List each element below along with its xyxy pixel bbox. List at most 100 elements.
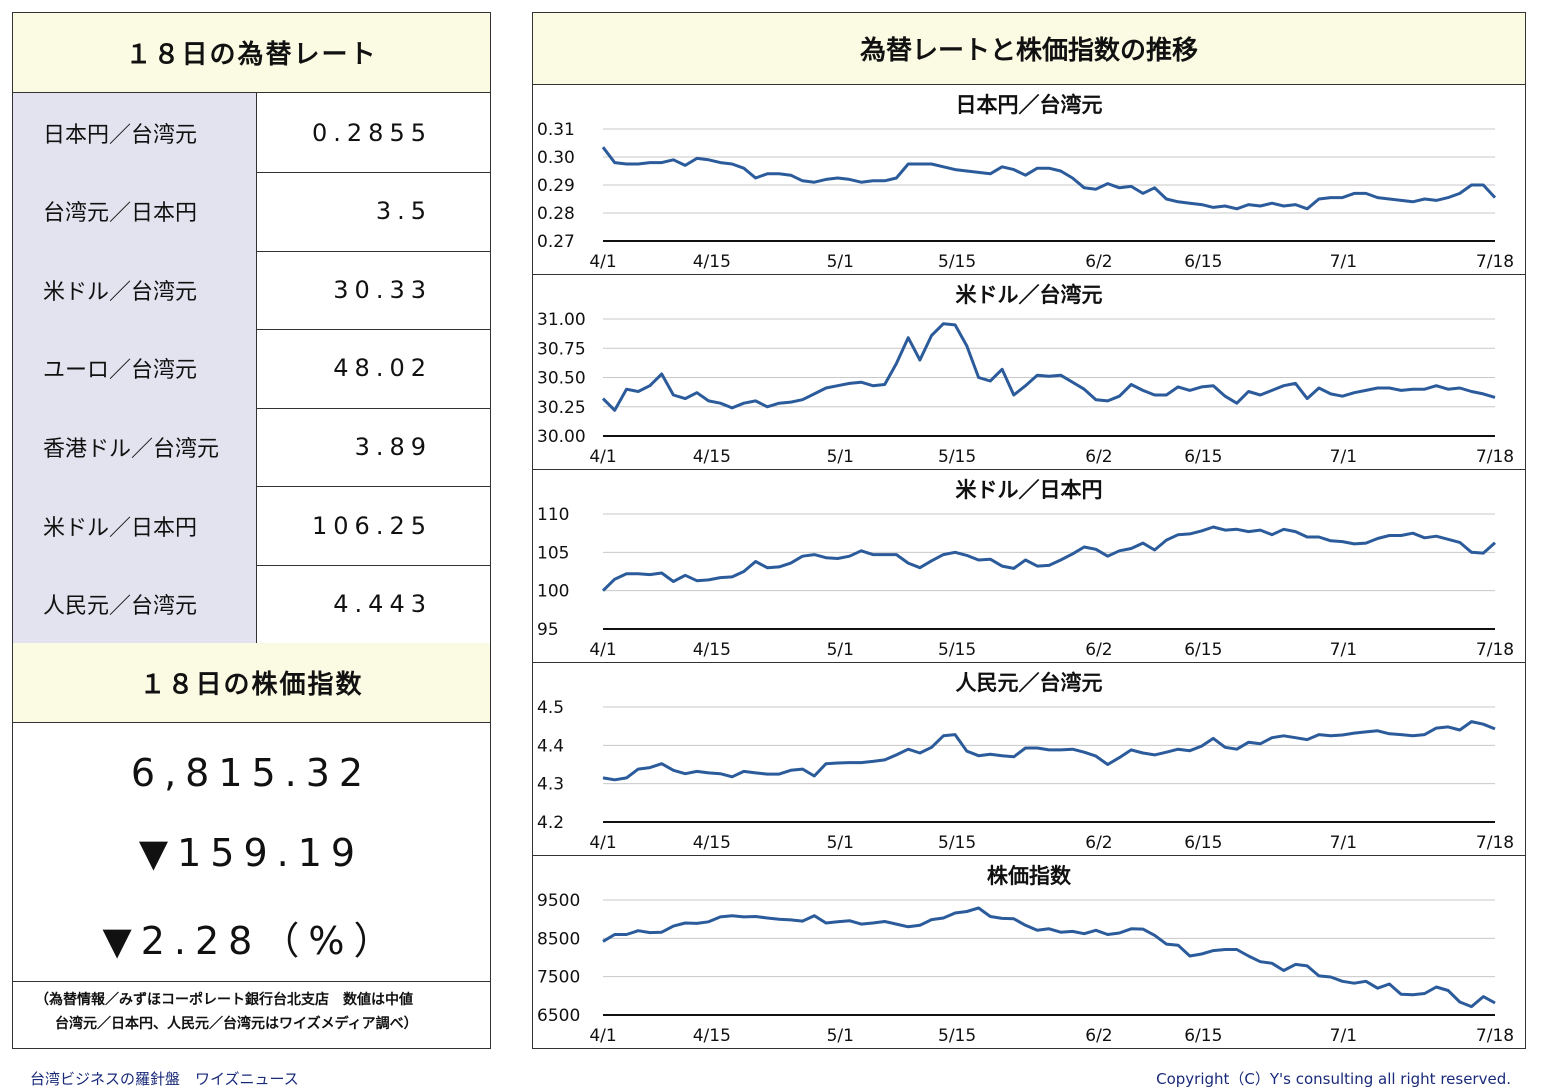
- chart-panel: 人民元／台湾元 4.5 4.4 4.3 4.2 4/1 4/15 5/1 5/15 6/2 6/15…: [533, 663, 1525, 856]
- rate-value: 48.02: [333, 354, 432, 383]
- x-tick-label: 4/1: [589, 447, 616, 467]
- y-tick-label: 110: [537, 505, 569, 525]
- rate-value: 30.33: [333, 275, 432, 304]
- chart-title: 米ドル／台湾元: [955, 283, 1103, 307]
- footer-copyright: Copyright（C）Y's consulting all right res…: [1156, 1070, 1511, 1088]
- source-note: （為替情報／みずほコーポレート銀行台北支店 数値は中値 台湾元／日本円、人民元／…: [13, 981, 490, 1049]
- rate-row: 米ドル／台湾元 30.33: [13, 250, 490, 331]
- x-tick-label: 7/1: [1330, 447, 1357, 467]
- charts-panel: 為替レートと株価指数の推移 日本円／台湾元 0.31 0.30 0.29 0.28 0.2…: [532, 12, 1526, 1049]
- y-tick-label: 30.25: [537, 398, 586, 418]
- series-line: [601, 146, 1497, 211]
- chart-title: 株価指数: [987, 864, 1071, 888]
- x-tick-label: 4/15: [693, 1026, 731, 1046]
- x-tick-label: 5/1: [827, 252, 854, 272]
- chart-title: 人民元／台湾元: [955, 671, 1103, 695]
- y-tick-label: 4.3: [537, 775, 564, 795]
- rates-title: １８日の為替レート: [13, 13, 490, 93]
- rate-label: 日本円／台湾元: [13, 93, 257, 172]
- rate-row: 香港ドル／台湾元 3.89: [13, 407, 490, 488]
- rate-value: 0.2855: [312, 118, 432, 147]
- x-tick-label: 4/1: [589, 640, 616, 660]
- x-tick-label: 5/15: [938, 640, 976, 660]
- stock-title: １８日の株価指数: [13, 643, 490, 723]
- y-tick-label: 95: [537, 620, 559, 640]
- line-chart: 9500 8500 7500 6500 4/1 4/15 5/1 5/15 6/2 6/15 7/1…: [537, 891, 1514, 1046]
- chart-title: 米ドル／日本円: [955, 478, 1103, 502]
- chart-title: 日本円／台湾元: [955, 93, 1103, 117]
- y-tick-label: 100: [537, 582, 569, 602]
- y-tick-label: 4.2: [537, 813, 564, 833]
- series-line: [602, 906, 1496, 1009]
- series-line: [601, 525, 1496, 592]
- stock-index-value: 6,815.32: [130, 751, 373, 795]
- x-tick-label: 6/15: [1184, 252, 1222, 272]
- y-tick-label: 4.4: [537, 736, 564, 756]
- x-tick-label: 7/18: [1476, 252, 1514, 272]
- chart-panel: 米ドル／台湾元 31.00 30.75 30.50 30.25 30.00 4/1 4/15 5…: [533, 275, 1525, 470]
- x-tick-label: 6/2: [1085, 833, 1112, 853]
- source-note-line2: 台湾元／日本円、人民元／台湾元はワイズメディア調べ）: [55, 1016, 418, 1032]
- chart-panel: 株価指数 9500 8500 7500 6500 4/1 4/15 5/1 5/15 6/2 6/1…: [533, 856, 1525, 1049]
- x-tick-label: 4/15: [693, 252, 731, 272]
- y-tick-label: 0.27: [537, 232, 575, 252]
- rate-row: 日本円／台湾元 0.2855: [13, 93, 490, 173]
- rate-label: 米ドル／日本円: [13, 486, 257, 565]
- x-tick-label: 5/15: [938, 1026, 976, 1046]
- rates-panel: １８日の為替レート 日本円／台湾元 0.2855 台湾元／日本円 3.5 米ドル／台湾元…: [12, 12, 491, 1049]
- line-chart: 31.00 30.75 30.50 30.25 30.004/1 4/15 5/1 5/15 6…: [537, 310, 1514, 467]
- y-tick-label: 30.00: [537, 427, 586, 447]
- y-tick-label: 7500: [537, 968, 580, 988]
- x-tick-label: 7/1: [1330, 252, 1357, 272]
- line-chart: 110 105 100 95 4/1 4/15 5/1 5/15 6/2 6/15 7/1 7/18: [537, 505, 1514, 660]
- y-tick-label: 9500: [537, 891, 580, 911]
- rate-label: 米ドル／台湾元: [13, 250, 257, 330]
- rate-value: 3.5: [375, 197, 432, 226]
- rate-row: 米ドル／日本円 106.25: [13, 486, 490, 566]
- y-tick-label: 30.50: [537, 369, 586, 389]
- line-chart: 4.5 4.4 4.3 4.2 4/1 4/15 5/1 5/15 6/2 6/15 7/1 7/18: [537, 698, 1514, 853]
- series-line: [602, 720, 1496, 782]
- x-tick-label: 4/1: [589, 1026, 616, 1046]
- x-tick-label: 5/1: [827, 833, 854, 853]
- x-tick-label: 7/18: [1476, 447, 1514, 467]
- rate-label: 人民元／台湾元: [13, 564, 257, 644]
- y-tick-label: 6500: [537, 1006, 580, 1026]
- x-tick-label: 5/1: [827, 1026, 854, 1046]
- rate-label: ユーロ／台湾元: [13, 328, 257, 408]
- x-tick-label: 6/15: [1184, 1026, 1222, 1046]
- y-tick-label: 8500: [537, 929, 580, 949]
- y-tick-label: 0.31: [537, 120, 575, 140]
- rate-value: 106.25: [312, 511, 432, 540]
- series-line: [601, 322, 1496, 412]
- rate-value: 4.443: [333, 590, 432, 619]
- footer-brand: 台湾ビジネスの羅針盤 ワイズニュース: [30, 1070, 299, 1088]
- x-tick-label: 6/2: [1085, 447, 1112, 467]
- x-tick-label: 4/1: [589, 252, 616, 272]
- x-tick-label: 7/1: [1330, 833, 1357, 853]
- y-tick-label: 0.28: [537, 204, 575, 224]
- x-tick-label: 6/2: [1085, 640, 1112, 660]
- charts-title: 為替レートと株価指数の推移: [533, 13, 1525, 85]
- x-tick-label: 6/2: [1085, 252, 1112, 272]
- x-tick-label: 5/1: [827, 447, 854, 467]
- rate-label: 香港ドル／台湾元: [13, 407, 257, 487]
- y-tick-label: 31.00: [537, 310, 586, 330]
- rate-value: 3.89: [354, 432, 432, 461]
- x-tick-label: 6/15: [1184, 640, 1222, 660]
- x-tick-label: 4/15: [693, 447, 731, 467]
- x-tick-label: 5/15: [938, 833, 976, 853]
- y-tick-label: 30.75: [537, 339, 586, 359]
- rate-row: 人民元／台湾元 4.443: [13, 564, 490, 645]
- chart-panel: 米ドル／日本円 110 105 100 95 4/1 4/15 5/1 5/15 6/2 6/15 7…: [533, 470, 1525, 663]
- x-tick-label: 7/18: [1476, 640, 1514, 660]
- rate-row: 台湾元／日本円 3.5: [13, 171, 490, 252]
- x-tick-label: 6/15: [1184, 447, 1222, 467]
- y-tick-label: 0.29: [537, 176, 575, 196]
- line-chart: 0.31 0.30 0.29 0.28 0.27 4/1 4/15 5/1 5/15 6/2 6/1…: [537, 120, 1514, 272]
- stock-change: ▼159.19: [138, 831, 365, 875]
- x-tick-label: 6/2: [1085, 1026, 1112, 1046]
- rate-row: ユーロ／台湾元 48.02: [13, 328, 490, 409]
- x-tick-label: 5/1: [827, 640, 854, 660]
- rate-label: 台湾元／日本円: [13, 171, 257, 251]
